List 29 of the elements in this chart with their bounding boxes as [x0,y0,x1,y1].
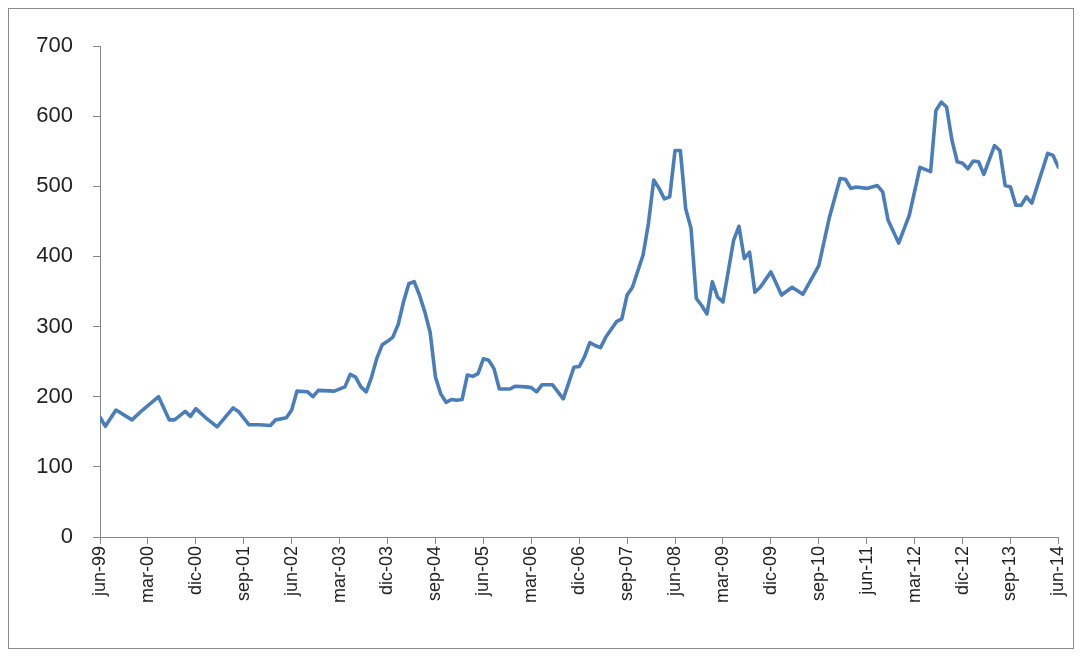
y-tick-label: 300 [36,312,73,338]
x-tick-label: mar-03 [328,546,349,604]
x-tick-label: mar-09 [711,546,732,604]
x-tick-label: jun-11 [855,546,876,596]
y-tick-label: 700 [36,32,73,58]
y-tick-label: 600 [36,102,73,128]
x-tick-label: dic-09 [759,546,780,596]
y-tick-label: 100 [36,452,73,478]
x-tick-label: dic-12 [951,546,972,596]
x-tick-label: jun-02 [280,546,301,598]
x-tick-label: mar-00 [136,546,157,604]
x-tick-label: dic-03 [376,546,397,596]
y-tick-label: 500 [36,172,73,198]
x-tick-label: jun-05 [472,546,493,598]
x-tick-label: sep-01 [232,546,253,602]
x-tick-label: jun-99 [88,546,109,598]
x-tick-label: mar-12 [903,546,924,604]
x-tick-label: dic-06 [568,546,589,596]
x-tick-label: jun-08 [664,546,685,598]
x-tick-label: sep-10 [807,546,828,602]
x-tick-label: sep-04 [424,546,445,602]
x-tick-label: sep-13 [999,546,1020,602]
x-tick-label: mar-06 [520,546,541,604]
x-tick-label: dic-00 [184,546,205,596]
x-tick-label: jun-14 [1047,546,1068,598]
x-tick-label: sep-07 [616,546,637,602]
y-tick-label: 400 [36,242,73,268]
y-tick-label: 0 [60,523,73,549]
y-tick-label: 200 [36,382,73,408]
